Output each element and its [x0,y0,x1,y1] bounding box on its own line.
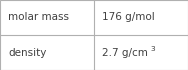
Text: 2.7 g/cm: 2.7 g/cm [102,48,148,57]
Text: 2.7 g/cm: 2.7 g/cm [102,48,148,57]
Text: molar mass: molar mass [8,13,69,22]
Text: 176 g/mol: 176 g/mol [102,13,155,22]
Text: density: density [8,48,46,57]
Text: 3: 3 [150,46,155,52]
